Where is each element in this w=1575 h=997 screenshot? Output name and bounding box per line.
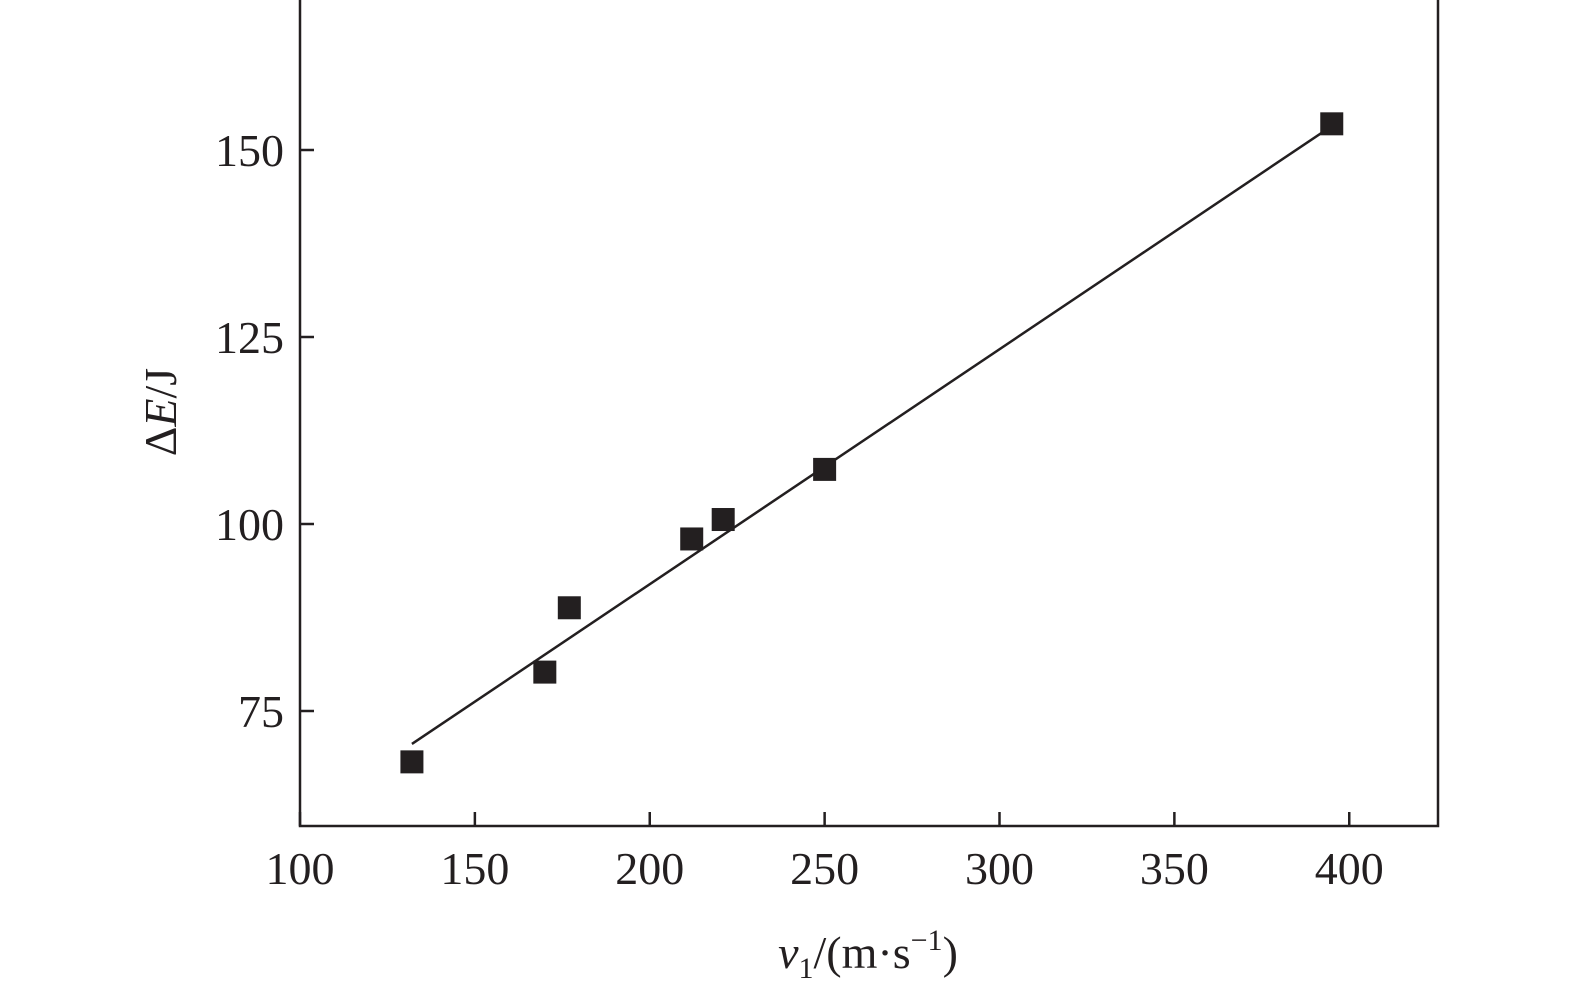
data-point (680, 527, 704, 551)
plot-frame (298, 0, 1440, 828)
y-tick-label: 100 (215, 499, 284, 550)
y-tick-label: 125 (215, 312, 284, 363)
y-tick-label: 75 (238, 686, 284, 737)
x-axis-title: v1/(m·s−1) (778, 924, 958, 985)
data-point (400, 750, 424, 774)
x-tick-label: 150 (440, 843, 509, 894)
x-axis-ticks: 100 150 200 250 300 350 400 (266, 812, 1384, 894)
x-tick-label: 350 (1140, 843, 1209, 894)
data-point (533, 660, 557, 684)
y-tick-label: 150 (215, 125, 284, 176)
data-points (400, 112, 1344, 774)
x-tick-label: 200 (615, 843, 684, 894)
fit-line-group (411, 125, 1333, 745)
y-axis-title: ΔE/J (135, 368, 186, 456)
x-tick-label: 250 (790, 843, 859, 894)
x-tick-label: 100 (266, 843, 335, 894)
data-point (711, 508, 735, 532)
x-tick-label: 300 (965, 843, 1034, 894)
data-point (557, 596, 581, 620)
data-point (813, 457, 837, 481)
data-point (1320, 112, 1344, 136)
y-axis-ticks: 75 100 125 150 (215, 125, 314, 737)
fit-line (411, 125, 1333, 745)
x-tick-label: 400 (1315, 843, 1384, 894)
